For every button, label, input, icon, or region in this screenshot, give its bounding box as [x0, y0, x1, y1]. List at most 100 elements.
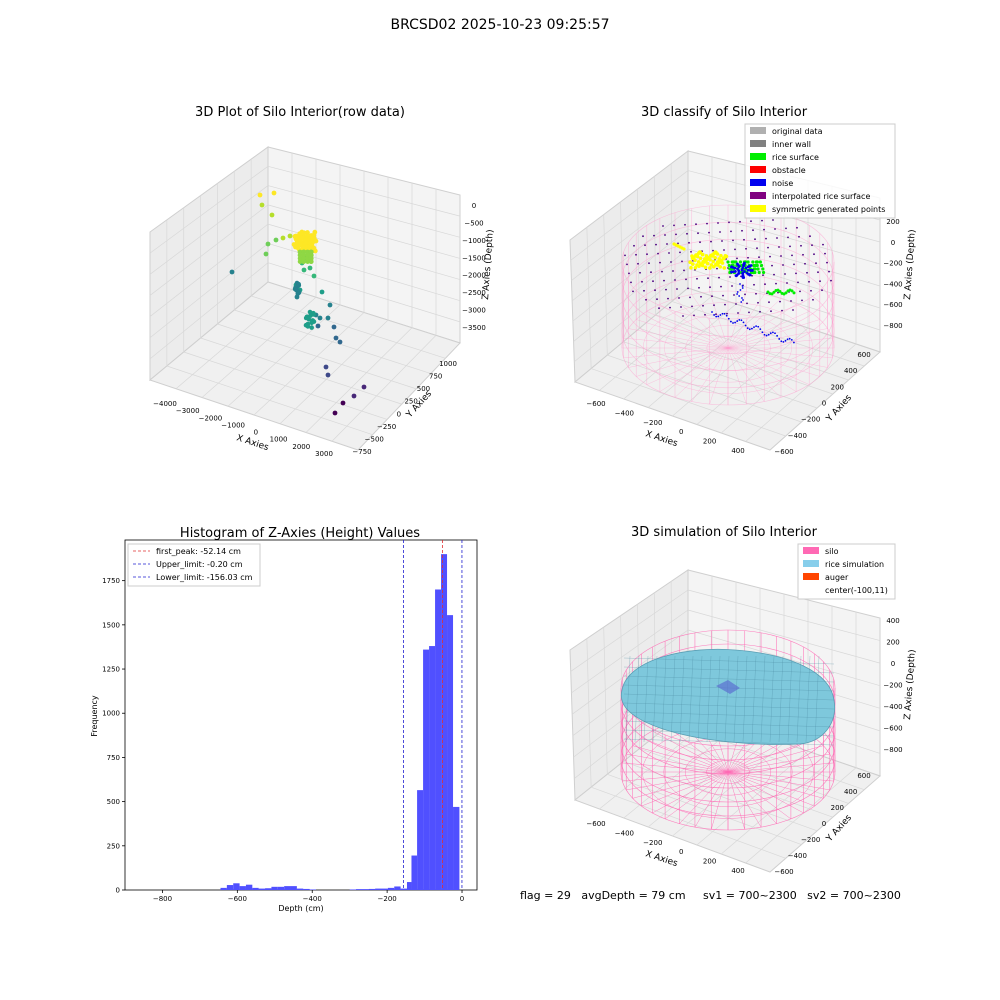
symmetric-point: [708, 266, 712, 270]
scatter-point: [317, 315, 323, 321]
mesh-line: [727, 347, 747, 405]
mesh-line: [674, 298, 729, 349]
histogram-bar: [441, 554, 448, 890]
interpolated-point: [772, 219, 774, 221]
y-tick-label: 1750: [102, 577, 120, 585]
grid-line: [149, 262, 269, 360]
y-tick-label: 500: [107, 798, 120, 806]
legend: silo rice simulation auger center(-100,11): [797, 543, 896, 600]
interpolated-point: [664, 234, 666, 236]
interpolated-point: [624, 254, 626, 257]
mesh-line: [636, 347, 729, 377]
histogram-bar: [226, 885, 234, 890]
legend-label: first_peak: -52.14 cm: [156, 547, 241, 556]
scatter-point: [315, 323, 321, 329]
mesh-line: [727, 771, 834, 782]
grid-line: [571, 629, 689, 715]
interpolated-point: [645, 298, 647, 301]
noise-point: [736, 320, 739, 322]
interpolated-point: [739, 220, 741, 223]
interpolated-point: [662, 225, 664, 227]
interpolated-point: [683, 269, 685, 272]
x-tick-label: −200: [643, 839, 662, 847]
legend-label: symmetric generated points: [772, 205, 885, 214]
noise-point: [757, 325, 760, 328]
scatter-point: [309, 325, 314, 330]
y-tick-label: −750: [352, 448, 371, 456]
histogram-bar: [400, 888, 407, 890]
interpolated-point: [665, 288, 667, 291]
noise-point: [765, 334, 768, 337]
legend-frame: [744, 123, 896, 219]
y-axis-label: Frequency: [90, 695, 99, 737]
rice-surface-point: [726, 260, 730, 264]
interpolated-point: [789, 245, 791, 248]
rice-surface-point: [760, 263, 764, 268]
grid-line: [687, 209, 881, 265]
interpolated-point: [732, 239, 734, 242]
y-tick-label: 0: [116, 887, 120, 895]
interpolated-point: [721, 240, 723, 242]
legend-label: original data: [772, 127, 823, 136]
interpolated-point: [689, 296, 691, 299]
mesh-line: [727, 337, 833, 349]
interpolated-point: [802, 253, 804, 256]
scatter-point: [312, 229, 318, 235]
y-tick-label: 1500: [102, 621, 120, 629]
legend-swatch: [803, 547, 819, 554]
mesh-line: [674, 347, 729, 398]
noise-point: [734, 269, 737, 273]
scatter-point: [301, 259, 307, 264]
grid-line: [574, 268, 689, 362]
interpolated-point: [724, 303, 726, 306]
grid-line: [687, 228, 881, 287]
interpolated-point: [790, 300, 792, 302]
rice-surface-point: [792, 291, 796, 295]
grid-line: [149, 243, 269, 338]
grid-line: [573, 248, 689, 342]
mesh-line: [646, 311, 729, 349]
x-tick-label: 200: [703, 858, 716, 866]
grid-line: [637, 189, 640, 329]
interpolated-point: [746, 302, 748, 305]
interpolated-point: [726, 312, 728, 315]
histogram-bar: [417, 790, 424, 890]
grid-line: [653, 176, 657, 315]
interpolated-point: [637, 262, 639, 265]
interpolated-point: [685, 278, 687, 281]
interpolated-point: [678, 297, 680, 299]
interpolated-point: [792, 309, 794, 311]
footer-status: flag = 29 avgDepth = 79 cm sv1 = 700~230…: [520, 889, 901, 902]
mesh-line: [711, 771, 729, 830]
rice-mesh-line: [805, 655, 811, 743]
noise-point: [772, 331, 774, 334]
histogram-bar: [309, 889, 316, 890]
interpolated-point: [718, 276, 720, 279]
interpolated-point: [699, 241, 701, 244]
interpolated-point: [806, 271, 808, 274]
noise-point: [746, 268, 750, 272]
interpolated-point: [769, 255, 771, 258]
y-tick-label: −500: [365, 435, 384, 443]
interpolated-point: [672, 270, 674, 272]
y-tick-label: 1000: [439, 360, 457, 368]
grid-line: [253, 312, 365, 416]
y-tick-label: 750: [107, 754, 120, 762]
noise-point: [753, 326, 755, 329]
noise-point: [731, 270, 735, 274]
scatter-point: [299, 235, 305, 241]
legend-label: obstacle: [772, 166, 806, 175]
interpolated-point: [755, 292, 757, 295]
legend-label: noise: [772, 179, 793, 188]
histogram-bar: [245, 884, 253, 890]
noise-point: [739, 283, 741, 285]
noise-point: [717, 315, 720, 318]
y-tick-label: 750: [429, 373, 442, 381]
noise-point: [748, 328, 751, 331]
y-tick-label: −400: [788, 432, 807, 440]
mesh-line: [727, 311, 810, 349]
interpolated-point: [811, 244, 813, 247]
mesh-line: [623, 347, 729, 359]
grid-line: [331, 335, 437, 442]
